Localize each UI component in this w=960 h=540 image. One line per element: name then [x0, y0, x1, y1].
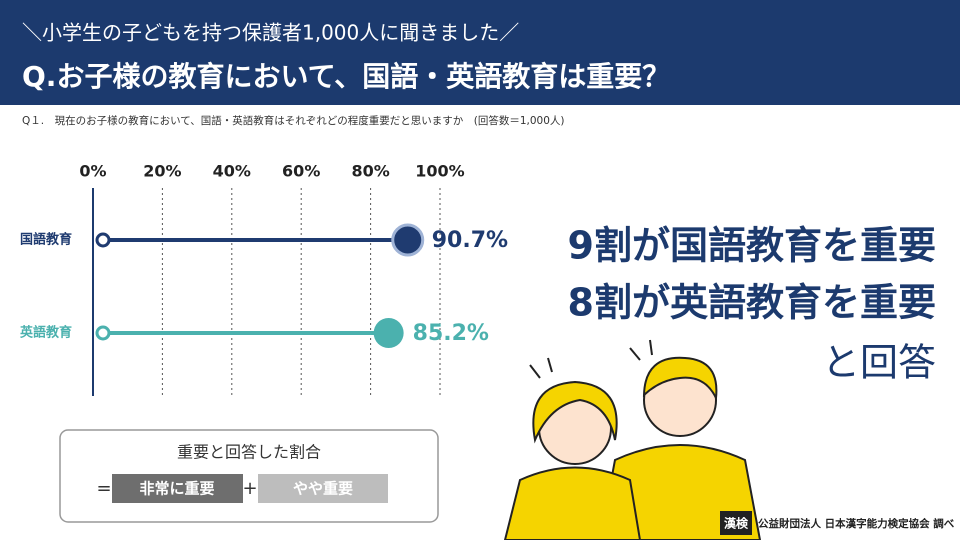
- legend-plus: +: [242, 478, 257, 499]
- x-tick-label: 60%: [282, 162, 320, 181]
- subtitle: ＼小学生の子どもを持つ保護者1,000人に聞きました／: [22, 21, 519, 45]
- x-tick-label: 100%: [415, 162, 464, 181]
- callout: 9割が国語教育を重要: [568, 224, 936, 268]
- value-dot: [391, 223, 425, 257]
- legend-swatch: [112, 474, 243, 503]
- legend-swatch: [258, 474, 388, 503]
- logo: [720, 511, 752, 535]
- value-label: 85.2%: [413, 321, 489, 346]
- category-label: 国語教育: [20, 232, 72, 248]
- value-label: 90.7%: [432, 228, 508, 253]
- x-tick-label: 0%: [79, 162, 106, 181]
- title: Q.お子様の教育において、国語・英語教育は重要？: [22, 60, 670, 93]
- x-tick-label: 40%: [213, 162, 251, 181]
- callout: と回答: [822, 341, 936, 385]
- category-label: 英語教育: [19, 325, 72, 341]
- illustration: [503, 339, 762, 540]
- note: Q１. 現在のお子様の教育において、国語・英語教育はそれぞれどの程度重要だと思い…: [22, 114, 565, 127]
- x-tick-label: 80%: [351, 162, 389, 181]
- legend-label: 非常に重要: [139, 480, 214, 498]
- legend-title: 重要と回答した割合: [177, 443, 321, 462]
- source: 公益財団法人 日本漢字能力検定協会 調べ: [758, 517, 955, 530]
- start-dot: [95, 325, 111, 341]
- x-tick-label: 20%: [143, 162, 181, 181]
- start-dot: [95, 232, 111, 248]
- legend-label: やや重要: [293, 480, 353, 498]
- logo-text: 漢検: [724, 516, 749, 531]
- header-band: [0, 0, 960, 105]
- legend-equals: =: [96, 478, 111, 499]
- value-dot: [373, 318, 404, 348]
- callout: 8割が英語教育を重要: [568, 281, 936, 325]
